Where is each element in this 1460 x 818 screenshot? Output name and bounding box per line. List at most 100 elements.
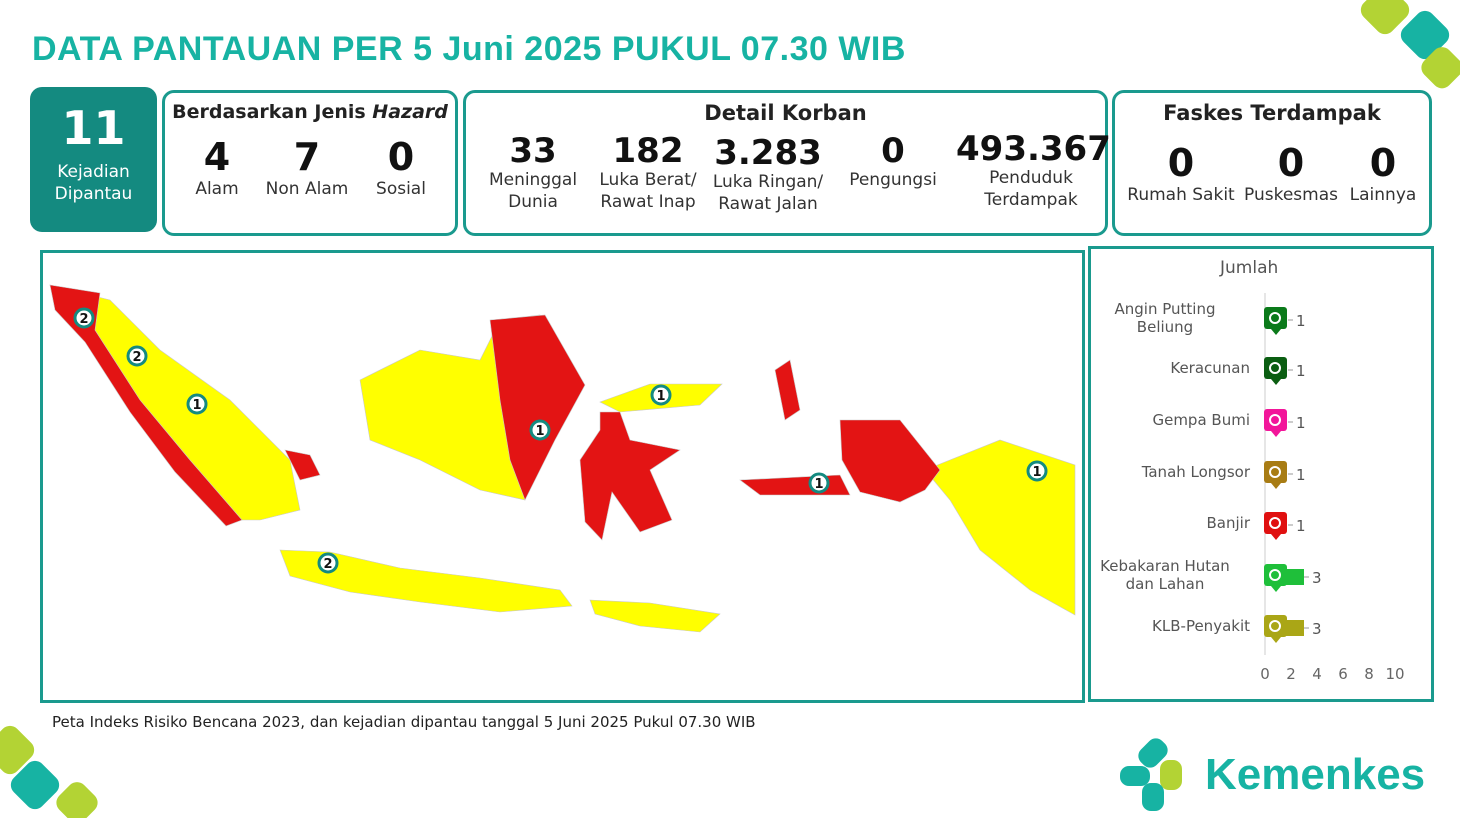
page-title: DATA PANTAUAN PER 5 Juni 2025 PUKUL 07.3… xyxy=(32,30,906,68)
category-label: Banjir xyxy=(1206,514,1251,532)
x-tick-label: 0 xyxy=(1260,665,1270,683)
x-tick-label: 8 xyxy=(1364,665,1374,683)
hazard-value: 4 xyxy=(203,135,231,179)
hazard-title: Berdasarkan Jenis xyxy=(172,101,373,123)
map-caption: Peta Indeks Risiko Bencana 2023, dan kej… xyxy=(52,713,756,731)
faskes-title: Faskes Terdampak xyxy=(1163,101,1381,125)
event-marker[interactable]: 1 xyxy=(186,393,208,415)
category-label: Kebakaran Hutan dan Lahan xyxy=(1100,557,1230,593)
forest-fire-icon xyxy=(1264,564,1287,592)
marker-count: 1 xyxy=(535,424,544,439)
faskes-rumah-sakit: 0 Rumah Sakit xyxy=(1123,141,1239,206)
korban-luka-berat: 182 Luka Berat/Rawat Inap xyxy=(592,132,704,213)
event-marker[interactable]: 1 xyxy=(808,472,830,494)
korban-label: Meninggal xyxy=(488,170,578,191)
korban-value: 0 xyxy=(881,131,905,171)
kemenkes-logo-icon xyxy=(1120,738,1195,817)
nusa-tenggara xyxy=(589,599,721,633)
marker-count: 2 xyxy=(132,350,141,365)
faskes-label: Lainnya xyxy=(1349,184,1417,205)
event-marker[interactable]: 2 xyxy=(126,345,148,367)
data-label: 3 xyxy=(1312,620,1322,638)
marker-count: 1 xyxy=(814,477,823,492)
faskes-value: 0 xyxy=(1277,141,1305,185)
hazard-title-italic: Hazard xyxy=(372,101,448,123)
kejadian-dipantau-card: 11 Kejadian Dipantau xyxy=(30,87,157,232)
faskes-card: Faskes Terdampak 0 Rumah Sakit 0 Puskesmas… xyxy=(1112,90,1432,236)
faskes-lainnya: 0 Lainnya xyxy=(1343,142,1423,206)
faskes-label: Rumah Sakit xyxy=(1127,184,1235,205)
corner-decoration-icon xyxy=(0,725,98,818)
kejadian-label: Kejadian xyxy=(57,162,130,182)
x-tick-label: 6 xyxy=(1338,665,1348,683)
korban-title: Detail Korban xyxy=(704,101,867,125)
chart-title: Jumlah xyxy=(1220,258,1279,278)
korban-label: Rawat Jalan xyxy=(718,193,818,214)
risk-map: 2 2 1 2 1 1 1 1 xyxy=(40,250,1085,703)
korban-value: 493.367 xyxy=(956,129,1111,169)
category-label: Angin Putting Beliung xyxy=(1114,300,1216,336)
category-label: Keracunan xyxy=(1170,359,1250,377)
x-tick-label: 4 xyxy=(1312,665,1322,683)
hazard-value: 7 xyxy=(293,135,321,179)
hazard-sosial: 0 Sosial xyxy=(361,135,441,200)
indonesia-map: 2 2 1 2 1 1 1 1 xyxy=(49,284,1076,633)
data-label: 3 xyxy=(1312,569,1322,587)
hazard-alam: 4 Alam xyxy=(177,135,257,200)
korban-penduduk: 493.367 Penduduk Terdampak xyxy=(956,129,1111,211)
korban-pengungsi: 0 Pengungsi xyxy=(840,131,946,192)
event-marker[interactable]: 1 xyxy=(650,384,672,406)
sumatra-west-coast xyxy=(49,284,243,527)
korban-label: Penduduk xyxy=(989,168,1073,189)
korban-label: Luka Ringan/ xyxy=(712,172,824,193)
korban-label: Rawat Inap xyxy=(600,191,696,212)
hazard-card: Berdasarkan Jenis Hazard 4 Alam 7 Non Alam… xyxy=(162,90,458,236)
data-label: 1 xyxy=(1296,362,1306,380)
skull-icon xyxy=(1264,357,1287,385)
faskes-puskesmas: 0 Puskesmas xyxy=(1241,141,1341,206)
korban-value: 3.283 xyxy=(714,133,822,173)
data-label: 1 xyxy=(1296,312,1306,330)
marker-count: 1 xyxy=(656,389,665,404)
data-label: 1 xyxy=(1296,466,1306,484)
korban-label: Luka Berat/ xyxy=(599,170,697,191)
papua-west xyxy=(839,419,941,503)
korban-label: Terdampak xyxy=(984,189,1078,210)
earthquake-icon xyxy=(1264,409,1287,437)
marker-count: 2 xyxy=(79,312,88,327)
corner-decoration-icon xyxy=(1360,0,1460,89)
sulawesi xyxy=(579,411,681,541)
event-marker[interactable]: 1 xyxy=(529,419,551,441)
data-label: 1 xyxy=(1296,414,1306,432)
hazard-label: Non Alam xyxy=(265,178,349,199)
category-label: Tanah Longsor xyxy=(1141,463,1250,481)
marker-count: 2 xyxy=(323,557,332,572)
java xyxy=(279,549,573,613)
landslide-icon xyxy=(1264,461,1287,489)
hazard-value: 0 xyxy=(387,135,415,179)
virus-icon xyxy=(1264,615,1287,643)
event-marker[interactable]: 1 xyxy=(1026,460,1048,482)
kejadian-count: 11 xyxy=(61,101,126,155)
event-marker[interactable]: 2 xyxy=(73,307,95,329)
kalimantan-east xyxy=(489,314,586,501)
korban-luka-ringan: 3.283 Luka Ringan/Rawat Jalan xyxy=(710,133,826,215)
korban-card: Detail Korban 33 Meninggal Dunia 182 Luka B… xyxy=(463,90,1111,236)
korban-value: 33 xyxy=(509,131,557,171)
faskes-label: Puskesmas xyxy=(1244,184,1338,205)
korban-label: Pengungsi xyxy=(849,170,937,191)
flood-icon xyxy=(1264,512,1287,540)
korban-label: Dunia xyxy=(508,191,558,212)
papua-east xyxy=(924,439,1076,616)
faskes-value: 0 xyxy=(1167,141,1195,185)
data-label: 1 xyxy=(1296,517,1306,535)
maluku-north xyxy=(774,359,801,421)
bangka xyxy=(284,449,321,481)
hazard-non-alam: 7 Non Alam xyxy=(257,135,357,200)
korban-meninggal: 33 Meninggal Dunia xyxy=(478,131,588,213)
event-marker[interactable]: 2 xyxy=(317,552,339,574)
category-label: KLB-Penyakit xyxy=(1152,617,1250,635)
brand-name: Kemenkes xyxy=(1205,750,1426,799)
hazard-label: Alam xyxy=(195,178,239,199)
